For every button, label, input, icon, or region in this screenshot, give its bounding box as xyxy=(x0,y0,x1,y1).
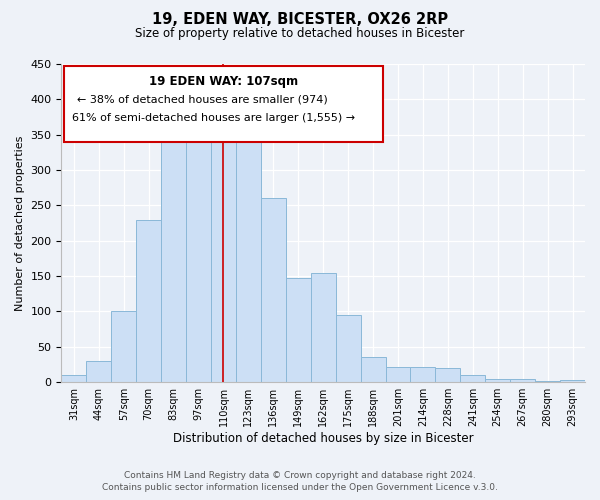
Bar xyxy=(560,380,585,382)
Bar xyxy=(61,375,86,382)
Bar xyxy=(311,272,335,382)
Bar xyxy=(510,380,535,382)
Bar xyxy=(460,375,485,382)
Bar xyxy=(335,315,361,382)
Bar xyxy=(410,366,436,382)
Bar xyxy=(236,131,261,382)
Text: 61% of semi-detached houses are larger (1,555) →: 61% of semi-detached houses are larger (… xyxy=(72,114,355,124)
Bar xyxy=(286,278,311,382)
Bar xyxy=(485,378,510,382)
FancyBboxPatch shape xyxy=(64,66,383,142)
Text: 19, EDEN WAY, BICESTER, OX26 2RP: 19, EDEN WAY, BICESTER, OX26 2RP xyxy=(152,12,448,28)
Y-axis label: Number of detached properties: Number of detached properties xyxy=(15,136,25,311)
Bar xyxy=(535,381,560,382)
Bar xyxy=(361,358,386,382)
Text: Size of property relative to detached houses in Bicester: Size of property relative to detached ho… xyxy=(136,28,464,40)
Text: Contains HM Land Registry data © Crown copyright and database right 2024.: Contains HM Land Registry data © Crown c… xyxy=(124,471,476,480)
Text: ← 38% of detached houses are smaller (974): ← 38% of detached houses are smaller (97… xyxy=(77,94,328,104)
Text: Contains public sector information licensed under the Open Government Licence v.: Contains public sector information licen… xyxy=(102,484,498,492)
Bar xyxy=(261,198,286,382)
Text: 19 EDEN WAY: 107sqm: 19 EDEN WAY: 107sqm xyxy=(149,75,298,88)
Bar xyxy=(386,366,410,382)
X-axis label: Distribution of detached houses by size in Bicester: Distribution of detached houses by size … xyxy=(173,432,473,445)
Bar xyxy=(186,120,211,382)
Bar xyxy=(436,368,460,382)
Bar xyxy=(86,361,111,382)
Bar xyxy=(161,124,186,382)
Bar xyxy=(111,312,136,382)
Bar xyxy=(211,117,236,382)
Bar xyxy=(136,220,161,382)
